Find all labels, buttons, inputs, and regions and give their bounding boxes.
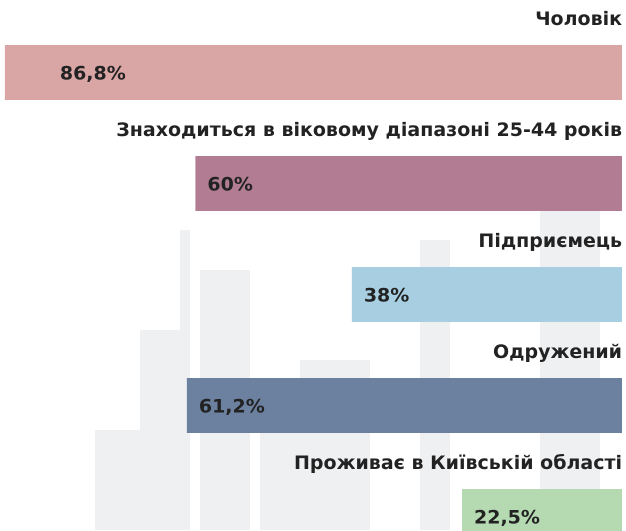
bar	[351, 267, 622, 322]
bar-label: Проживає в Київській області	[294, 452, 622, 474]
bar-label: Підприємець	[478, 230, 622, 252]
value-label: 61,2%	[199, 396, 265, 418]
value-label: 38%	[364, 285, 409, 307]
value-label: 86,8%	[60, 63, 126, 85]
bar	[462, 489, 622, 531]
bar-label: Чоловік	[535, 8, 622, 30]
value-label: 22,5%	[474, 507, 540, 529]
bar	[186, 378, 623, 433]
value-label: 60%	[207, 174, 252, 196]
bar-label: Знаходиться в віковому діапазоні 25-44 р…	[116, 119, 622, 141]
bar	[4, 45, 623, 100]
bar	[195, 156, 622, 211]
bar-label: Одружений	[493, 341, 622, 363]
